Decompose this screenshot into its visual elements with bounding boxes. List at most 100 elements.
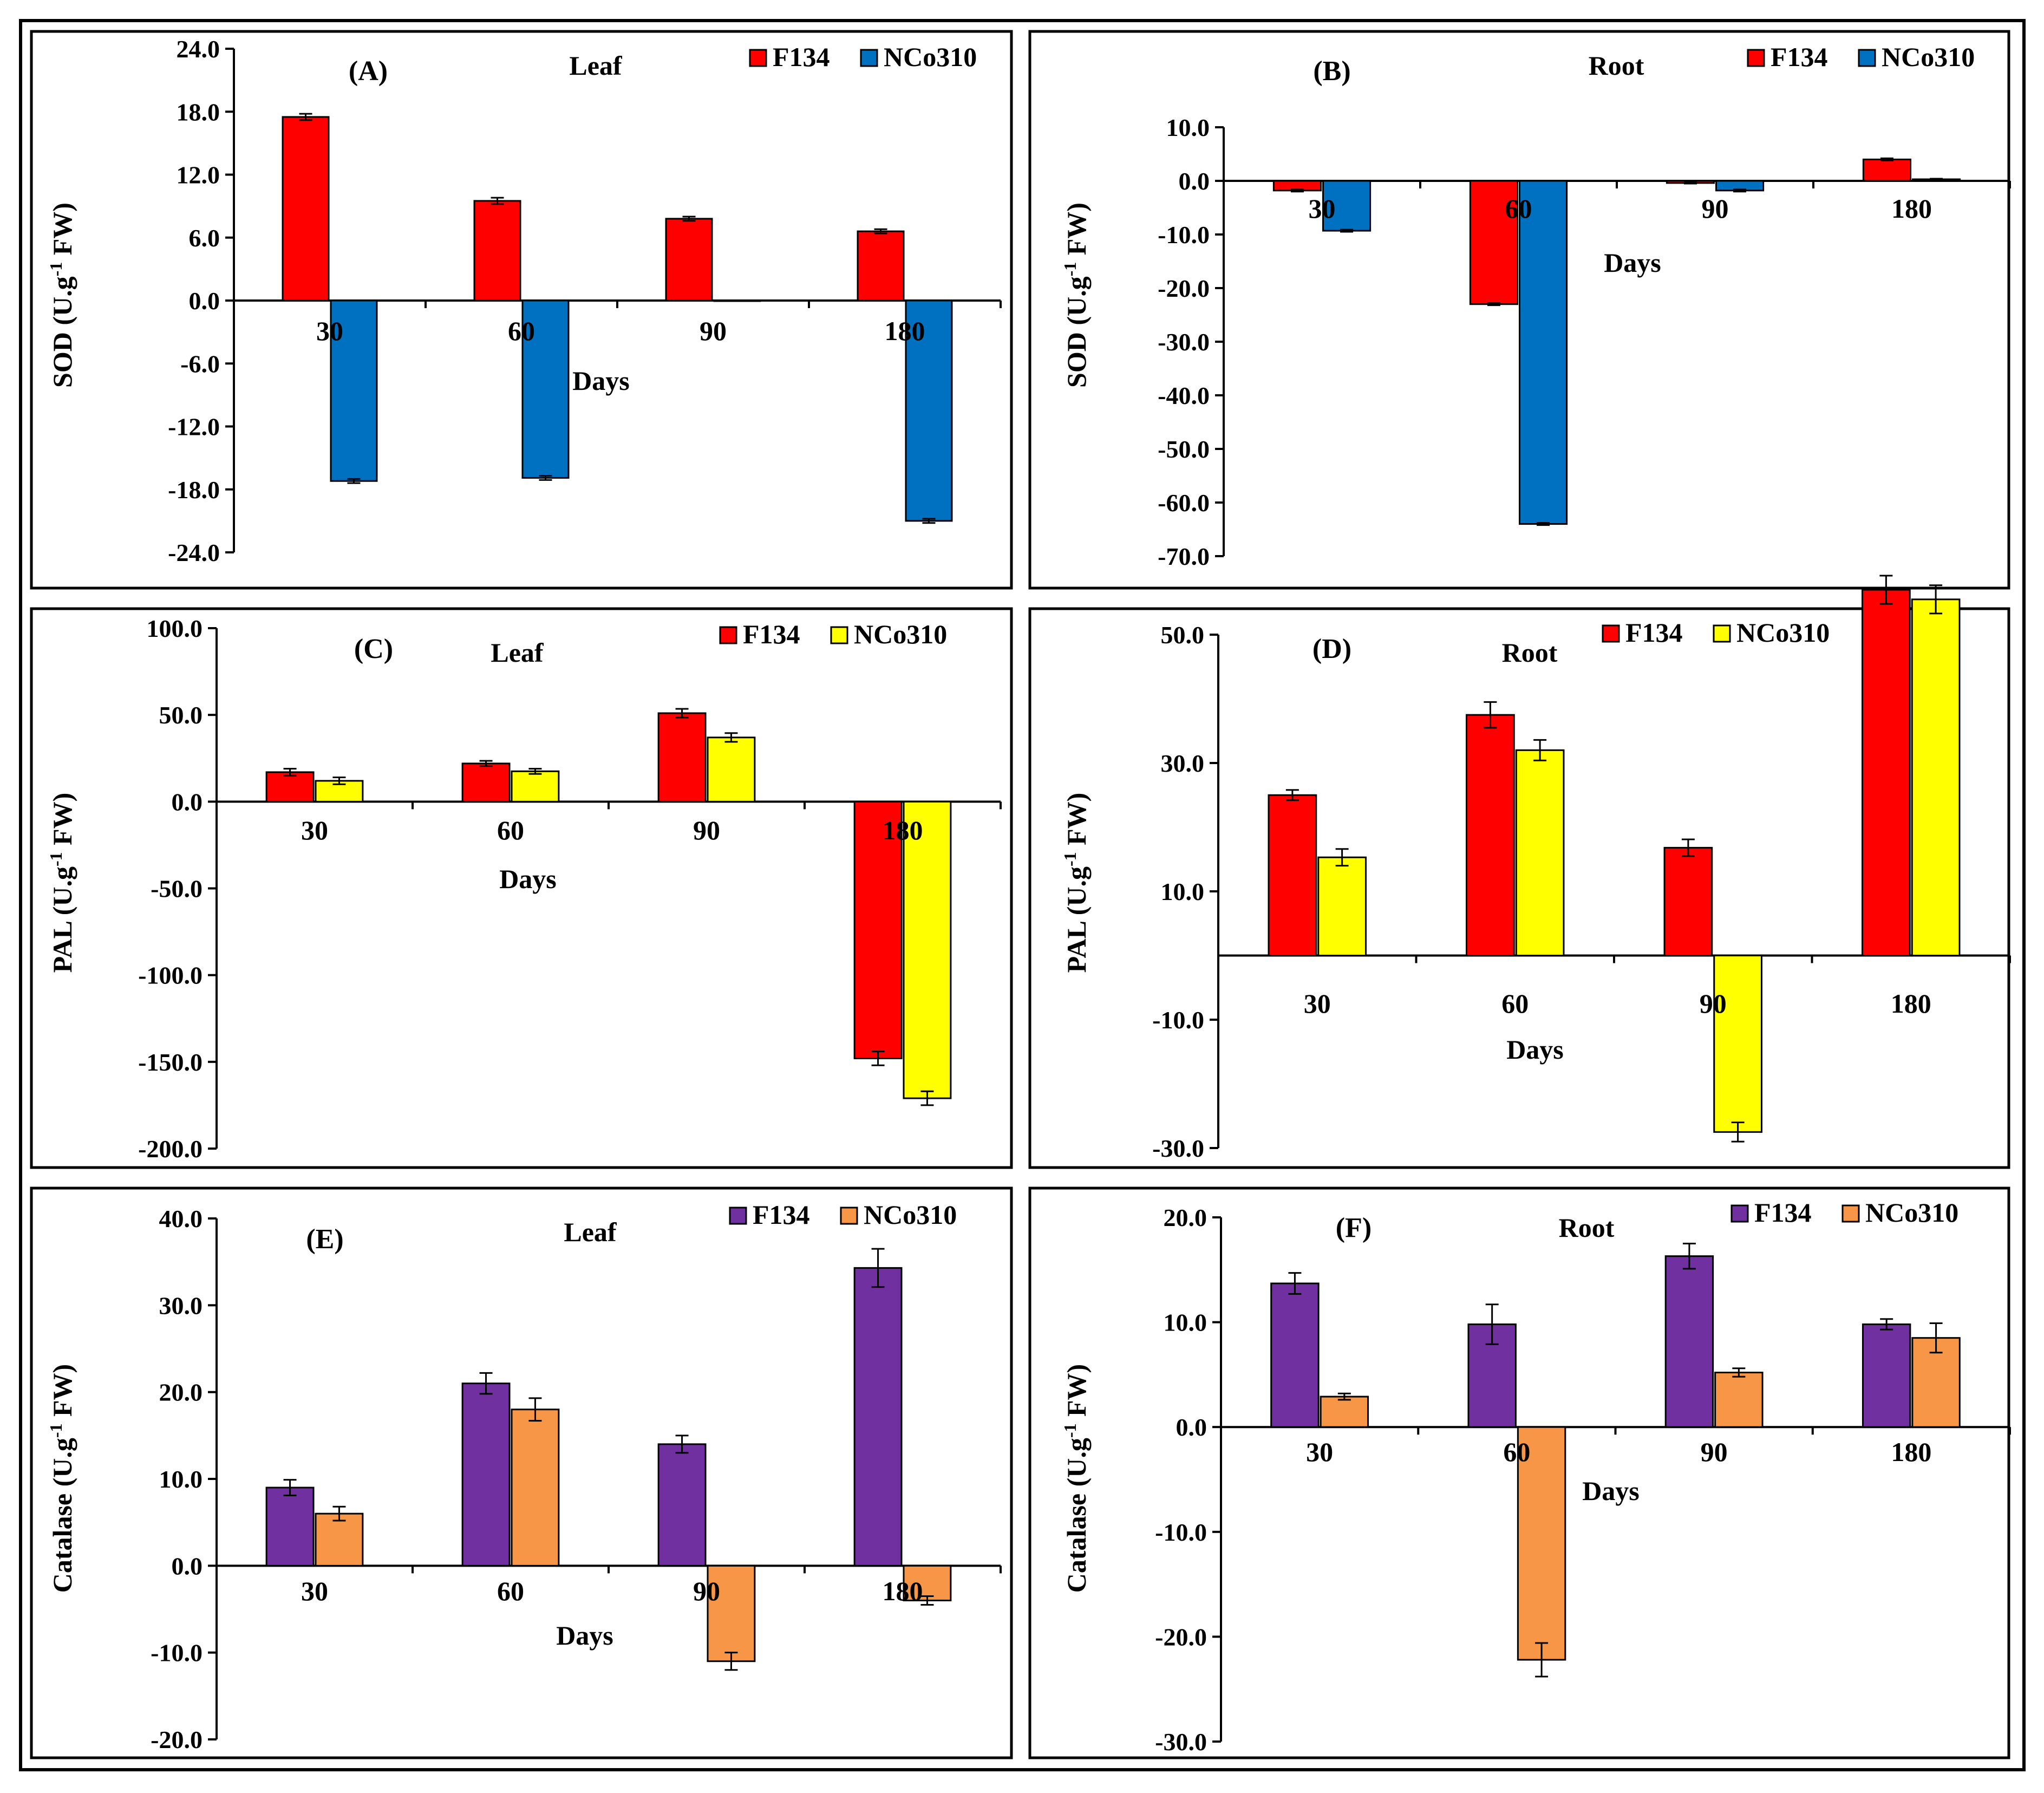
bar-nco310-90 xyxy=(1714,1372,1764,1428)
panel-e: 40.0 30.0 20.0 10.0 0.0 -10.0 -20.0 30 60 90 180 Da… xyxy=(30,1186,1013,1759)
y-axis-label-sup: -1 xyxy=(46,262,66,277)
y-tick-label: 30.0 xyxy=(159,1292,203,1319)
x-tick-label: 30 xyxy=(316,316,343,346)
y-tick-label: 0.0 xyxy=(1179,167,1210,195)
bar-nco310-30 xyxy=(1322,180,1372,232)
bar-f134-90 xyxy=(657,712,707,803)
bar-nco310-180 xyxy=(903,800,952,1099)
legend-swatch-f134 xyxy=(1747,49,1765,67)
y-tick-label: 0.0 xyxy=(189,287,220,315)
panel-title: Root xyxy=(1502,637,1558,668)
y-tick-label: -10.0 xyxy=(1155,1518,1207,1546)
bar-f134-90 xyxy=(1664,1255,1714,1428)
y-tick-label: 24.0 xyxy=(177,35,220,63)
bar-f134-90 xyxy=(657,1443,707,1567)
legend-label-f134: F134 xyxy=(743,619,800,649)
panel-label: (C) xyxy=(354,634,393,664)
y-axis-label-main: Catalase (U.g xyxy=(47,1438,77,1593)
panel-label: (B) xyxy=(1313,56,1350,87)
legend-swatch-nco310 xyxy=(830,626,848,644)
panel-f: 20.0 10.0 0.0 -10.0 -20.0 -30.0 30 60 90 180 Days (… xyxy=(1028,1186,2011,1759)
legend-label-nco310: NCo310 xyxy=(1865,1197,1958,1228)
panel-a: 24.0 18.0 12.0 6.0 0.0 -6.0 -12.0 -18.0 -24.0 30 6… xyxy=(30,30,1013,590)
x-tick-label: 180 xyxy=(1891,1437,1931,1467)
legend-swatch-nco310 xyxy=(1858,49,1876,67)
panel-label: (A) xyxy=(349,56,388,87)
x-tick-label: 60 xyxy=(497,1576,524,1606)
panel-frame xyxy=(1028,1186,2010,1759)
x-tick-label: 30 xyxy=(301,1576,328,1606)
x-tick-label: 90 xyxy=(693,815,720,845)
y-tick-label: -50.0 xyxy=(1158,435,1210,463)
y-axis-label-sup: -1 xyxy=(46,1423,66,1438)
y-tick-label: 40.0 xyxy=(159,1205,203,1233)
figure-outer-border xyxy=(19,19,2026,1771)
legend-swatch-f134 xyxy=(1602,624,1620,643)
bar-nco310-30 xyxy=(315,1512,364,1567)
x-tick-label: 30 xyxy=(1309,193,1336,224)
legend-swatch-nco310 xyxy=(1713,624,1731,643)
y-axis-label-end: FW) xyxy=(47,793,77,852)
bar-nco310-90 xyxy=(1713,955,1762,1133)
bar-nco310-90 xyxy=(707,1564,756,1662)
panel-label: (F) xyxy=(1336,1212,1372,1243)
y-tick-label: -18.0 xyxy=(168,476,220,504)
y-axis-label-end: FW) xyxy=(47,1364,77,1424)
bar-f134-60 xyxy=(473,200,521,302)
y-axis-label-sup: -1 xyxy=(1060,852,1080,866)
y-tick-label: -6.0 xyxy=(180,350,220,377)
y-tick-label: 10.0 xyxy=(1164,1309,1207,1336)
y-axis-label-main: SOD (U.g xyxy=(47,276,77,388)
x-axis-label: Days xyxy=(572,366,630,396)
y-tick-label: 100.0 xyxy=(147,615,203,642)
panel-frame xyxy=(30,1186,1013,1759)
bar-f134-180 xyxy=(853,1267,903,1567)
y-tick-label: -30.0 xyxy=(1158,328,1210,356)
y-axis-label-sup: -1 xyxy=(46,852,66,866)
legend-label-nco310: NCo310 xyxy=(864,1199,957,1230)
y-tick-label: -10.0 xyxy=(1152,1006,1204,1034)
panel-title: Leaf xyxy=(569,50,623,81)
x-axis-label: Days xyxy=(499,864,557,894)
y-tick-label: 10.0 xyxy=(1166,114,1210,141)
x-tick-label: 30 xyxy=(301,815,328,845)
y-tick-label: 50.0 xyxy=(1161,621,1205,649)
panel-frame xyxy=(30,30,1013,590)
bar-nco310-60 xyxy=(511,770,560,803)
y-tick-label: 20.0 xyxy=(1164,1204,1207,1231)
legend-label-f134: F134 xyxy=(773,42,830,72)
panel-frame xyxy=(1028,607,2010,1169)
x-tick-label: 90 xyxy=(1701,1437,1728,1467)
y-tick-label: 20.0 xyxy=(159,1379,203,1406)
y-tick-label: -150.0 xyxy=(138,1048,203,1076)
y-tick-label: 0.0 xyxy=(1176,1413,1207,1441)
y-tick-label: -10.0 xyxy=(151,1639,203,1667)
panel-d: 50.0 30.0 10.0 -10.0 -30.0 30 60 90 180 Days (D) Ro… xyxy=(1028,575,2011,1169)
y-axis-label-end: FW) xyxy=(1061,203,1092,262)
y-tick-label: 30.0 xyxy=(1161,749,1205,777)
panel-frame xyxy=(1028,30,2010,590)
y-tick-label: 50.0 xyxy=(159,701,203,729)
legend-swatch-nco310 xyxy=(860,49,878,67)
panel-label: (D) xyxy=(1312,634,1351,664)
panel-title: Leaf xyxy=(564,1217,617,1247)
y-tick-label: 18.0 xyxy=(177,98,220,126)
bar-nco310-60 xyxy=(511,1409,560,1567)
legend-label-nco310: NCo310 xyxy=(1736,617,1830,648)
bar-f134-30 xyxy=(265,1486,315,1567)
x-tick-label: 30 xyxy=(1306,1437,1333,1467)
bar-f134-90 xyxy=(665,218,713,302)
panel-title: Root xyxy=(1589,50,1644,81)
bar-nco310-60 xyxy=(1517,1426,1566,1661)
x-tick-label: 90 xyxy=(693,1576,720,1606)
y-tick-label: 6.0 xyxy=(189,224,220,252)
bar-f134-90 xyxy=(1663,846,1713,957)
y-tick-label: -24.0 xyxy=(168,539,220,566)
bar-f134-60 xyxy=(1466,714,1515,956)
legend-swatch-f134 xyxy=(1730,1204,1749,1223)
panels-group: 24.0 18.0 12.0 6.0 0.0 -6.0 -12.0 -18.0 -24.0 30 6… xyxy=(30,30,2011,1759)
bar-f134-180 xyxy=(857,230,905,302)
y-tick-label: 0.0 xyxy=(172,1552,203,1580)
y-tick-label: -70.0 xyxy=(1158,543,1210,570)
